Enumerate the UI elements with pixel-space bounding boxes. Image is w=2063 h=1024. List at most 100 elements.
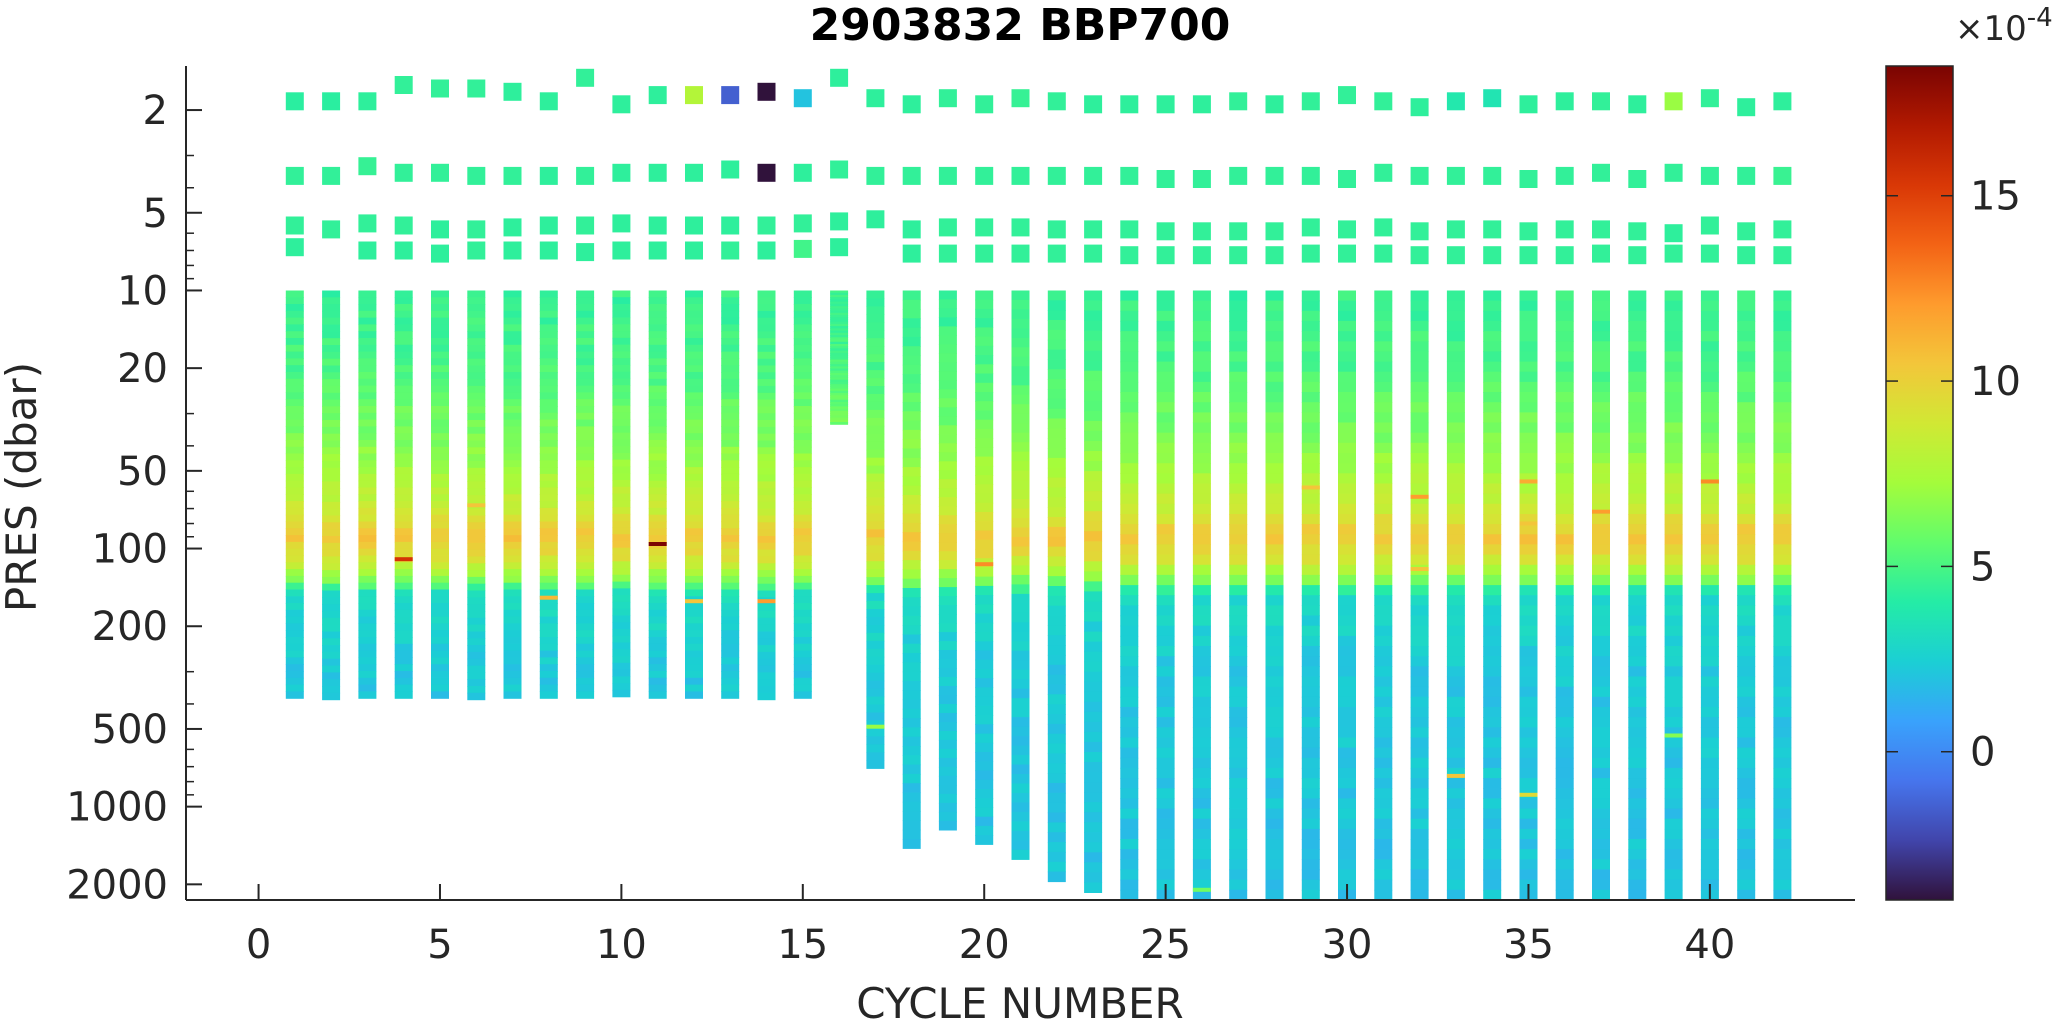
profile-cell [1301,331,1320,342]
surface-sample [503,82,522,101]
profile-cell [1338,392,1356,403]
profile-cell [938,605,957,615]
profile-cell [503,392,522,400]
profile-cell [866,664,885,674]
profile-cell [1047,635,1066,646]
profile-cell [938,695,957,705]
profile-cell [1410,635,1429,647]
profile-cell [1773,727,1792,739]
profile-cell [1084,461,1103,472]
profile-cell [285,514,304,523]
profile-cell [612,364,631,373]
profile-cell [1192,767,1211,779]
surface-sample [1773,166,1792,185]
profile-cell [1047,457,1066,469]
profile-cell [1555,717,1574,728]
profile-cell [648,603,667,611]
profile-cell [1737,392,1756,403]
profile-cell [721,446,740,455]
profile-cell [1156,666,1175,678]
profile-cell [1737,381,1756,393]
profile-cell [1156,727,1175,739]
profile-cell [721,677,740,686]
profile-cell [1700,808,1719,820]
profile-cell [1555,737,1574,749]
profile-cell [757,338,776,346]
profile-cell [1737,747,1756,759]
profile-cell [1229,625,1248,637]
profile-cell [467,508,486,517]
profile-cell [1374,503,1393,515]
profile-cell [1483,422,1502,434]
profile-cell [503,541,522,550]
profile-cell [830,290,849,294]
profile-cell [576,419,595,427]
profile-cell [431,548,449,557]
profile-cell [431,297,449,305]
profile-cycle-19 [938,89,957,831]
profile-cell [830,350,849,354]
profile-cell [1301,402,1320,413]
profile-cell [1301,442,1320,454]
profile-cell [1773,625,1792,637]
profile-cell [1628,828,1647,840]
profile-cell [1446,839,1465,850]
surface-sample [975,166,994,185]
profile-cell [1192,320,1211,332]
profile-cycle-22 [1047,92,1066,883]
profile-cell [1301,778,1320,789]
profile-cell [793,507,812,516]
profile-cell [1700,564,1719,576]
profile-cell [1229,707,1248,718]
profile-cell [1773,493,1792,505]
profile-cell [1156,544,1175,556]
profile-cell [1410,849,1429,860]
profile-cell [866,330,885,339]
profile-cell [1737,727,1756,739]
profile-cell [1664,483,1683,495]
profile-cell [1519,798,1538,810]
heatmap-data [285,68,1792,901]
surface-sample [1483,246,1502,265]
profile-cell [866,545,885,554]
profile-cell [358,297,377,305]
profile-cell [539,569,558,577]
profile-cell [358,433,377,441]
profile-cell [1592,676,1610,688]
profile-cell [1555,839,1574,850]
profile-cell [1664,320,1683,332]
profile-cell [576,555,595,563]
profile-cell [757,351,776,360]
profile-cell [1084,330,1103,342]
profile-cell [1555,564,1574,576]
profile-cell [1737,300,1756,312]
profile-cell [431,630,449,638]
profile-cell [394,433,413,441]
profile-cell [576,535,595,543]
profile-cell [938,659,957,669]
profile-cell [902,736,921,747]
profile-cell [1374,564,1393,576]
profile-cell [1483,341,1502,353]
profile-cell [467,392,486,401]
profile-cell [975,789,994,799]
profile-cell [1555,818,1574,830]
profile-cell [1011,811,1030,822]
profile-cell [1446,757,1465,769]
profile-cell [1483,524,1502,535]
profile-cell [793,535,812,543]
profile-cell [1047,536,1066,548]
profile-cell [431,609,449,618]
profile-cell [1047,723,1066,735]
profile-cell [1301,514,1320,525]
profile-cell [1156,514,1175,525]
profile-cell [1229,463,1248,474]
profile-cell [1156,798,1175,810]
profile-cell [1047,320,1066,331]
surface-sample [1773,246,1792,265]
profile-cell [285,603,304,611]
profile-cell [1084,792,1103,803]
profile-cell [721,548,740,557]
profile-cell [576,473,595,482]
profile-cell [1011,774,1030,785]
